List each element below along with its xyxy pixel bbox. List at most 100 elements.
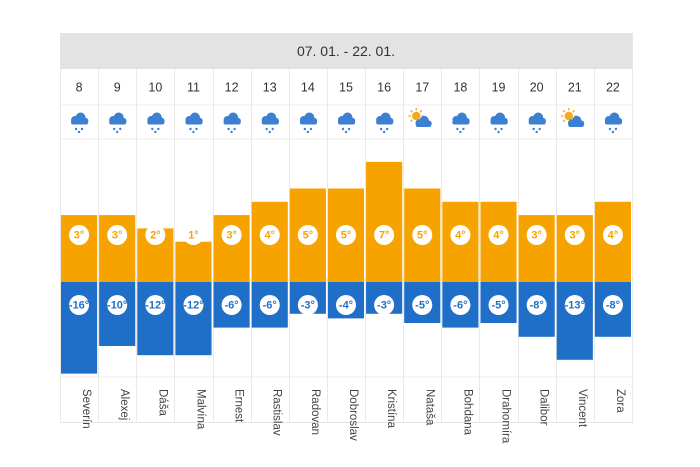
min-temp-badge xyxy=(297,295,318,315)
snowflake xyxy=(195,127,198,131)
snow-cloud-icon xyxy=(452,112,470,134)
snowflake xyxy=(309,127,313,131)
cloud-base xyxy=(490,120,508,125)
snowflake xyxy=(456,127,459,131)
snowflake xyxy=(113,127,116,131)
snowflake xyxy=(230,130,233,134)
sun-disc xyxy=(564,111,573,121)
name-day-label: Alexej xyxy=(118,389,130,420)
min-temp-label: -12° xyxy=(183,299,203,311)
max-temp-badge xyxy=(107,225,128,245)
max-temp-label: 7° xyxy=(379,229,390,241)
max-temp-badge xyxy=(69,225,90,245)
min-temp-label: -6° xyxy=(263,299,277,311)
min-temp-badge xyxy=(564,295,585,315)
snow-cloud-icon xyxy=(338,112,356,134)
max-temp-badge xyxy=(145,225,166,245)
cloud-base xyxy=(568,123,584,127)
max-temp-label: 3° xyxy=(74,229,85,241)
min-temp-badge xyxy=(488,295,509,315)
snowflake xyxy=(157,127,160,131)
min-temp-badge xyxy=(107,295,128,315)
min-temp-badge xyxy=(412,295,433,315)
day-number: 15 xyxy=(339,80,353,94)
max-temp-label: 4° xyxy=(264,229,275,241)
snowflake xyxy=(538,127,541,131)
min-temp-badge xyxy=(69,295,90,315)
max-temp-badge xyxy=(374,225,395,245)
sun-ray xyxy=(572,109,575,113)
min-temp-bar xyxy=(175,282,212,356)
max-temp-label: 5° xyxy=(417,229,428,241)
sun-cloud-icon xyxy=(560,108,585,127)
snowflake xyxy=(303,127,307,131)
max-temp-label: 3° xyxy=(531,229,542,241)
name-day-label: Bohdana xyxy=(461,389,473,436)
cloud-base xyxy=(299,120,317,125)
max-temp-bar xyxy=(175,241,212,282)
day-number: 12 xyxy=(225,80,239,94)
max-temp-label: 5° xyxy=(303,229,314,241)
snowflake xyxy=(271,127,274,131)
max-temp-badge xyxy=(526,225,547,245)
name-day-label: Nataša xyxy=(423,389,435,426)
min-temp-label: -6° xyxy=(453,299,467,311)
name-day-label: Radovan xyxy=(309,389,321,435)
cloud-base xyxy=(338,120,355,125)
snowflake xyxy=(119,127,122,131)
name-day-label: Dalibor xyxy=(538,389,550,426)
min-temp-badge xyxy=(183,295,204,315)
day-number: 9 xyxy=(114,80,121,94)
snowflake xyxy=(116,130,119,134)
min-temp-label: -5° xyxy=(415,299,429,311)
name-day-label: Rastislav xyxy=(271,389,283,436)
min-temp-label: -3° xyxy=(377,299,391,311)
sun-ray xyxy=(562,119,566,123)
snowflake xyxy=(535,130,538,134)
min-temp-label: -5° xyxy=(491,299,505,311)
snow-cloud-icon xyxy=(147,112,165,134)
day-number: 13 xyxy=(263,80,277,94)
day-number: 14 xyxy=(301,80,315,94)
max-temp-badge xyxy=(297,225,318,245)
cloud-base xyxy=(415,123,432,127)
name-day-label: Dobroslav xyxy=(347,389,359,441)
sun-ray xyxy=(562,109,566,113)
name-day-label: Kristína xyxy=(385,389,397,429)
max-temp-badge xyxy=(488,225,509,245)
snowflake xyxy=(268,130,271,134)
cloud-base xyxy=(147,120,165,125)
snowflake xyxy=(347,127,351,131)
snowflake xyxy=(614,127,618,131)
snow-cloud-icon xyxy=(109,112,127,134)
snowflake xyxy=(233,127,236,131)
snowflake xyxy=(265,127,268,131)
max-temp-badge xyxy=(259,225,280,245)
max-temp-label: 2° xyxy=(150,229,161,241)
max-temp-badge xyxy=(564,225,585,245)
day-number: 16 xyxy=(377,80,391,94)
max-temp-label: 4° xyxy=(608,229,619,241)
name-day-label: Dáša xyxy=(156,389,168,416)
min-temp-badge xyxy=(526,295,547,315)
day-number: 18 xyxy=(453,80,467,94)
cloud-base xyxy=(528,120,546,125)
max-temp-label: 4° xyxy=(493,229,504,241)
max-temp-label: 1° xyxy=(188,229,199,241)
snowflake xyxy=(494,127,497,131)
max-temp-badge xyxy=(221,225,242,245)
date-range-header: 07. 01. - 22. 01. xyxy=(60,33,632,69)
day-number: 11 xyxy=(187,80,200,94)
max-temp-badge xyxy=(336,225,356,245)
forecast-widget: 07. 01. - 22. 01. 8 3° -16° Severín 9 3° -10° A… xyxy=(60,33,633,444)
min-temp-badge xyxy=(374,295,395,315)
snow-cloud-icon xyxy=(71,112,89,134)
min-temp-label: -16° xyxy=(69,299,89,311)
snowflake xyxy=(151,127,154,131)
name-day-label: Vincent xyxy=(576,389,588,428)
snowflake xyxy=(462,127,465,131)
snowflake xyxy=(608,127,612,131)
cloud-base xyxy=(604,120,622,125)
name-day-label: Severín xyxy=(80,389,92,429)
min-temp-badge xyxy=(259,295,280,315)
